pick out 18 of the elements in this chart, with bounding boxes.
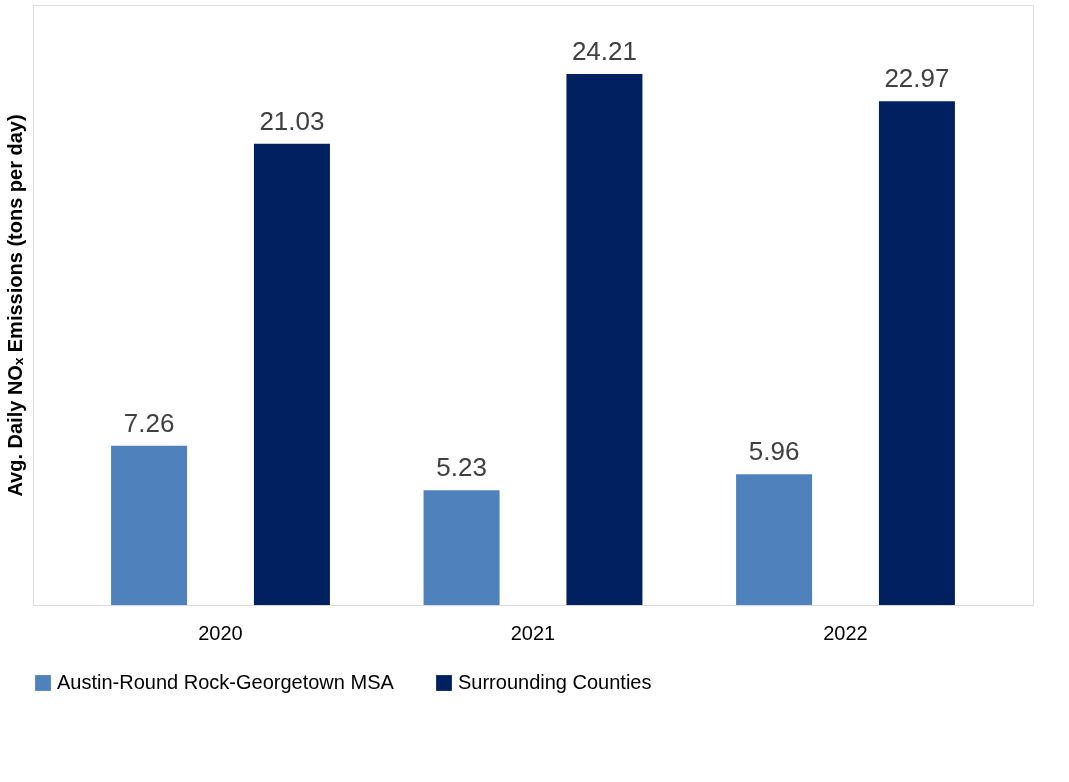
x-tick-label: 2020 <box>198 621 243 644</box>
bar <box>423 490 500 605</box>
bar <box>566 74 643 605</box>
data-label: 24.21 <box>571 36 637 67</box>
data-label: 5.96 <box>748 436 800 467</box>
legend-label: Surrounding Counties <box>458 671 652 693</box>
data-label: 5.23 <box>436 452 487 483</box>
legend-label: Austin-Round Rock-Georgetown MSA <box>57 671 395 693</box>
data-label: 22.97 <box>884 63 950 94</box>
bar <box>111 445 188 605</box>
x-tick-label: 2021 <box>510 621 556 644</box>
x-tick-label: 2022 <box>823 621 868 644</box>
bar <box>878 101 955 605</box>
data-label: 21.03 <box>259 105 325 136</box>
data-label: 7.26 <box>123 407 175 438</box>
y-axis-title: Avg. Daily NOₓ Emissions (tons per day) <box>3 114 26 497</box>
bar <box>736 474 813 605</box>
bar <box>253 143 330 605</box>
